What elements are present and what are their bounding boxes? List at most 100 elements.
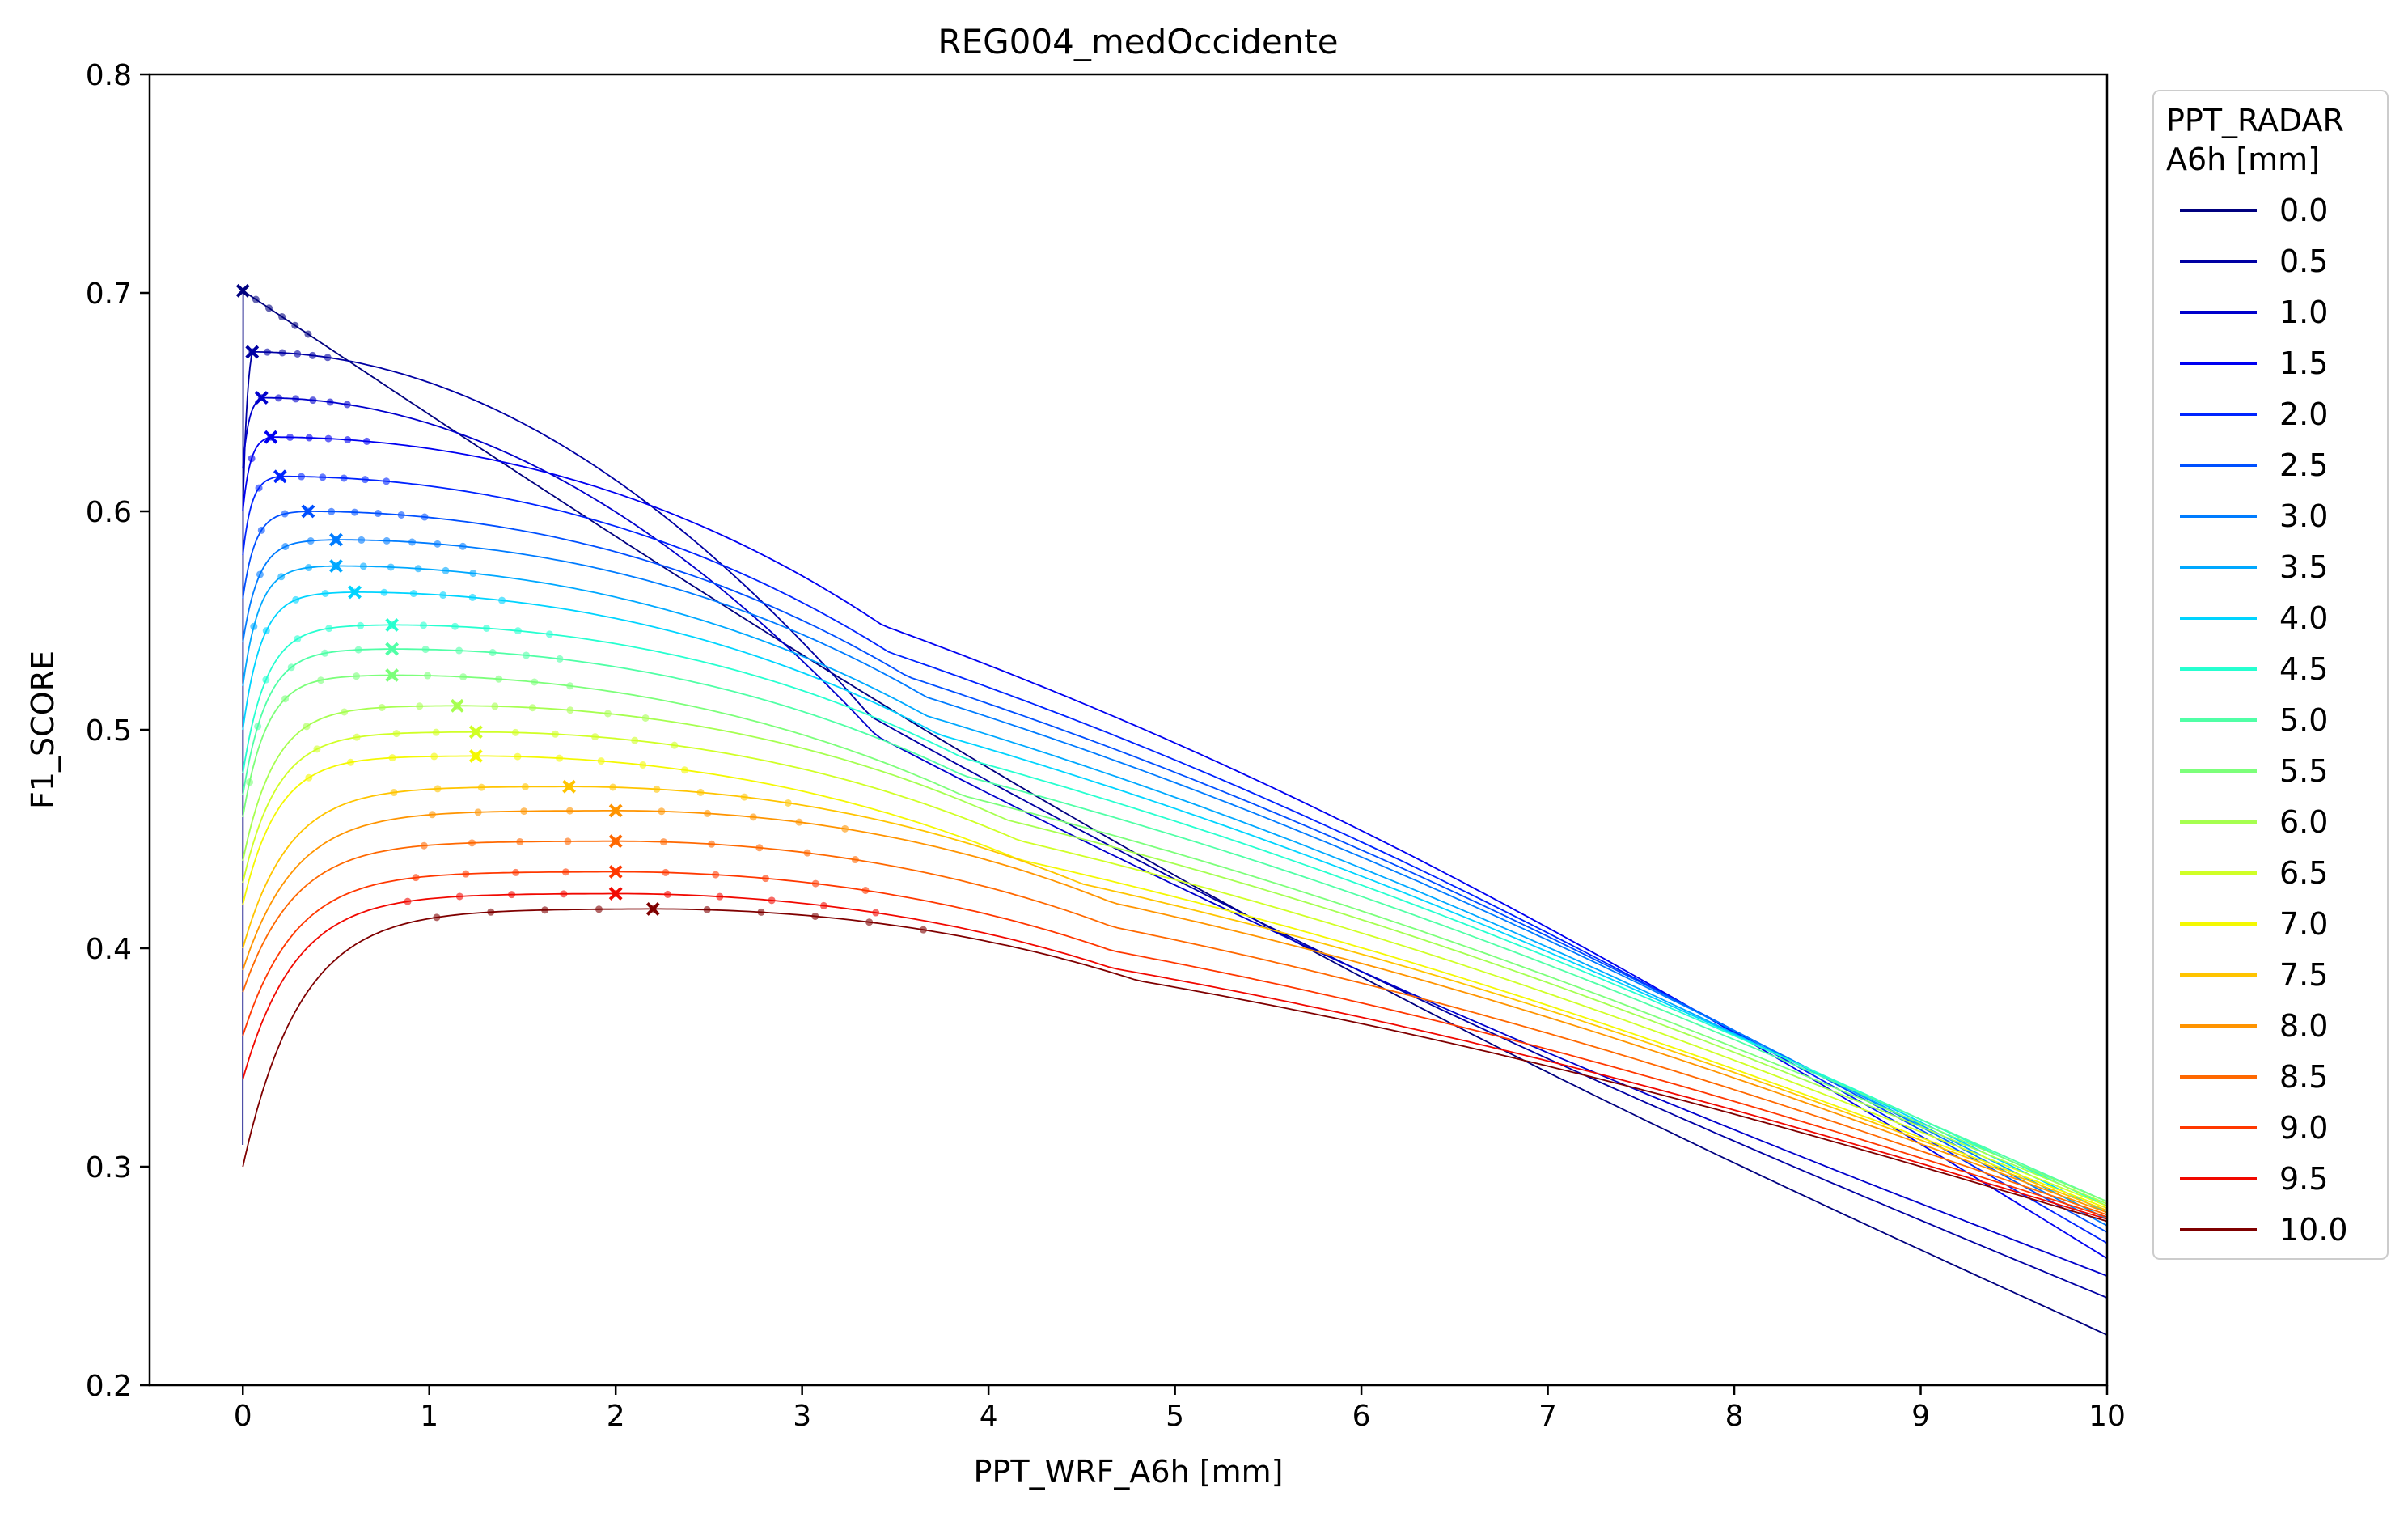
series-dot-10.0 [757, 908, 765, 916]
series-max-marker-0.0 [235, 283, 250, 298]
series-dot-0.5 [263, 348, 271, 356]
series-dot-8.0 [565, 807, 573, 815]
series-max-marker-5.5 [385, 668, 400, 682]
series-dot-8.5 [468, 839, 476, 847]
x-axis: 0 1 2 3 4 5 6 7 8 9 10 [234, 1385, 2126, 1433]
series-dot-9.0 [761, 875, 769, 883]
series-max-marker-9.0 [608, 865, 623, 879]
series-dot-8.5 [708, 840, 716, 848]
series-dot-4.0 [262, 627, 270, 635]
series-dot-5.5 [317, 676, 325, 684]
series-dot-7.0 [597, 757, 605, 765]
series-dot-1.0 [326, 398, 334, 406]
series-max-marker-0.5 [245, 345, 260, 359]
legend-label-2.5: 2.5 [2279, 447, 2328, 483]
series-dot-10.0 [595, 905, 603, 913]
series-dot-6.5 [671, 741, 679, 749]
series-dot-5.5 [459, 673, 468, 681]
series-dot-7.5 [477, 783, 485, 791]
series-dot-9.5 [716, 892, 724, 901]
series-max-marker-2.0 [273, 469, 287, 484]
series-max-marker-4.0 [348, 585, 362, 600]
y-axis: 0.2 0.3 0.4 0.5 0.6 0.7 0.8 [86, 59, 150, 1403]
legend-title-line1: PPT_RADAR [2166, 103, 2344, 138]
series-dot-1.0 [274, 394, 282, 402]
series-dot-7.5 [521, 782, 529, 790]
series-line-0.5 [242, 351, 2108, 1299]
series-dot-1.5 [248, 455, 256, 463]
series-dot-4.5 [451, 622, 459, 630]
series-dot-10.0 [703, 905, 711, 913]
series-dot-9.0 [561, 868, 569, 876]
x-tick-label: 8 [1725, 1400, 1744, 1433]
series-dot-7.5 [653, 785, 661, 793]
series-line-5.0 [242, 648, 2108, 1203]
series-line-7.5 [242, 786, 2108, 1211]
series-dot-9.5 [872, 909, 880, 917]
series-dot-9.0 [462, 870, 470, 878]
series-dot-5.5 [531, 678, 539, 686]
series-dot-5.0 [489, 649, 497, 657]
legend-label-5.5: 5.5 [2279, 753, 2328, 789]
series-dot-6.5 [353, 733, 361, 741]
series-dot-7.5 [609, 783, 617, 791]
series-dot-5.0 [354, 646, 362, 654]
series-max-marker-3.0 [329, 532, 343, 547]
series-layer [235, 283, 2108, 1336]
y-tick-label: 0.2 [86, 1370, 132, 1403]
series-dot-6.0 [303, 723, 311, 731]
legend-label-1.0: 1.0 [2279, 295, 2328, 330]
series-max-marker-1.0 [254, 391, 269, 405]
legend-label-6.0: 6.0 [2279, 804, 2328, 840]
legend-title-line2: A6h [mm] [2166, 142, 2320, 177]
chart-title: REG004_medOccidente [937, 22, 1338, 61]
series-dot-2.0 [383, 477, 391, 485]
series-dot-7.5 [390, 788, 398, 796]
y-tick-label: 0.7 [86, 278, 132, 311]
series-dot-1.5 [324, 434, 332, 443]
series-dot-5.0 [254, 723, 262, 731]
series-dot-8.5 [803, 849, 811, 857]
series-dot-3.5 [414, 565, 422, 573]
series-dot-5.0 [421, 646, 430, 654]
series-dot-4.5 [514, 627, 522, 635]
series-dot-1.5 [305, 434, 313, 442]
series-dot-7.0 [305, 773, 313, 782]
series-dot-0.5 [278, 349, 286, 357]
series-line-4.5 [242, 624, 2108, 1207]
series-dot-0.0 [304, 330, 312, 338]
series-dot-4.0 [498, 596, 506, 604]
y-tick-label: 0.3 [86, 1151, 132, 1185]
series-dot-10.0 [811, 912, 819, 920]
series-dot-9.5 [508, 891, 516, 899]
series-dot-2.0 [255, 484, 263, 492]
series-dot-7.5 [696, 788, 705, 796]
series-dot-3.0 [281, 543, 290, 551]
series-dot-8.0 [520, 807, 528, 816]
series-max-marker-7.0 [468, 748, 483, 763]
series-line-9.5 [242, 892, 2108, 1220]
series-dot-5.5 [281, 695, 290, 703]
series-dot-1.5 [286, 433, 294, 441]
series-dot-3.0 [408, 538, 417, 546]
series-dot-3.0 [434, 540, 442, 548]
legend-label-0.5: 0.5 [2279, 244, 2328, 279]
x-tick-label: 1 [420, 1400, 438, 1433]
x-tick-label: 7 [1538, 1400, 1557, 1433]
series-dot-7.5 [740, 793, 748, 801]
series-line-6.5 [242, 731, 2108, 1207]
series-dot-9.0 [811, 879, 819, 888]
series-dot-4.0 [439, 591, 447, 600]
series-dot-8.5 [564, 837, 572, 846]
series-dot-3.5 [305, 564, 313, 572]
legend-label-1.5: 1.5 [2279, 345, 2328, 381]
series-dot-9.0 [512, 868, 520, 876]
series-dot-10.0 [865, 918, 874, 926]
series-dot-2.5 [281, 510, 289, 518]
x-tick-label: 10 [2088, 1400, 2126, 1433]
series-dot-9.5 [663, 890, 671, 898]
series-dot-3.0 [459, 542, 467, 550]
series-dot-8.0 [658, 807, 666, 816]
series-line-10.0 [242, 908, 2108, 1223]
series-max-marker-8.5 [608, 834, 623, 849]
